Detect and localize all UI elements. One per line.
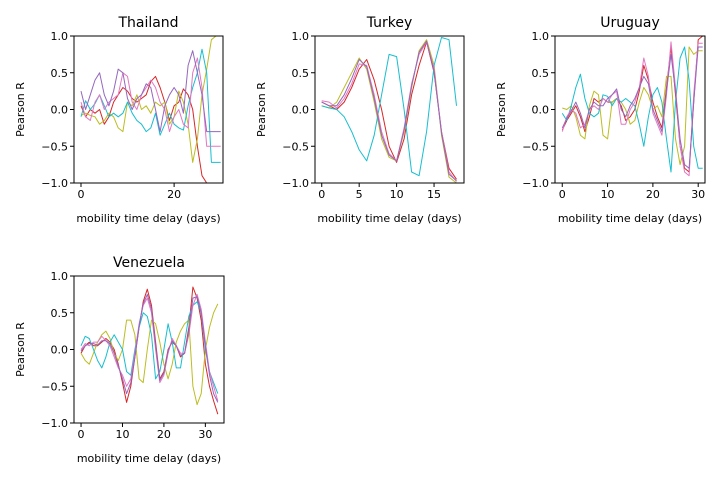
y-tick-label: 1.0: [51, 30, 69, 43]
subplot-title: Turkey: [366, 15, 413, 31]
y-axis-label: Pearson R: [14, 322, 27, 377]
x-axis-label: mobility time delay (days): [77, 452, 221, 465]
x-tick-label: 0: [77, 188, 84, 201]
series-group: [80, 286, 219, 415]
series-line-4: [561, 46, 703, 169]
y-tick-label: 0.0: [292, 104, 310, 117]
subplot-title: Venezuela: [113, 255, 185, 271]
x-tick-label: 20: [167, 188, 181, 201]
x-tick-label: 20: [646, 188, 660, 201]
subplot-thailand: 0 20 −1.0 −0.5 0.0 0.5 1.0 Thailand mobility …: [14, 15, 224, 225]
series-line-2: [80, 301, 219, 394]
y-tick-label: 0.5: [532, 67, 550, 80]
x-tick-label: 30: [198, 428, 212, 441]
y-tick-label: 1.0: [532, 30, 550, 43]
x-axis-label: mobility time delay (days): [558, 212, 702, 225]
y-ticks: −1.0 −0.5 0.0 0.5 1.0: [282, 30, 315, 190]
x-ticks: 0 10 20 30: [559, 183, 705, 201]
series-line-4: [80, 293, 219, 403]
series-line-4: [80, 50, 221, 133]
series-line-3: [80, 57, 221, 147]
y-axis-label: Pearson R: [255, 82, 268, 137]
x-tick-label: 10: [115, 428, 129, 441]
x-ticks: 0 10 20 30: [78, 423, 212, 441]
series-line-1: [80, 303, 219, 406]
series-line-3: [321, 41, 457, 182]
x-ticks: 0 5 10 15: [318, 183, 441, 201]
series-line-4: [321, 40, 457, 182]
y-tick-label: 1.0: [292, 30, 310, 43]
series-group: [80, 36, 221, 183]
y-tick-label: −1.0: [41, 177, 68, 190]
x-tick-label: 0: [318, 188, 325, 201]
x-tick-label: 20: [157, 428, 171, 441]
y-axis-label: Pearson R: [14, 82, 27, 137]
y-axis-label: Pearson R: [495, 82, 508, 137]
y-tick-label: −1.0: [41, 417, 68, 430]
y-tick-label: 0.0: [51, 344, 69, 357]
series-group: [561, 36, 704, 177]
series-line-3: [80, 293, 219, 402]
series-group: [321, 37, 457, 183]
subplot-turkey: 0 5 10 15 −1.0 −0.5 0.0 0.5 1.0 Turkey mobility…: [255, 15, 465, 225]
y-ticks: −1.0 −0.5 0.0 0.5 1.0: [522, 30, 555, 190]
y-tick-label: −0.5: [282, 140, 309, 153]
series-line-0: [80, 75, 221, 183]
y-ticks: −1.0 −0.5 0.0 0.5 1.0: [41, 30, 74, 190]
y-ticks: −1.0 −0.5 0.0 0.5 1.0: [41, 270, 74, 430]
y-tick-label: −0.5: [41, 140, 68, 153]
y-tick-label: −0.5: [41, 380, 68, 393]
series-line-2: [561, 46, 703, 173]
series-line-1: [80, 36, 221, 163]
subplot-title: Uruguay: [600, 15, 660, 31]
subplot-title: Thailand: [117, 15, 178, 31]
x-ticks: 0 20: [77, 183, 181, 201]
x-tick-label: 5: [356, 188, 363, 201]
y-tick-label: −1.0: [282, 177, 309, 190]
x-axis-label: mobility time delay (days): [76, 212, 220, 225]
x-axis-label: mobility time delay (days): [317, 212, 461, 225]
y-tick-label: 0.5: [51, 307, 69, 320]
subplot-uruguay: 0 10 20 30 −1.0 −0.5 0.0 0.5 1.0 Uruguay mobili…: [495, 15, 706, 225]
x-tick-label: 0: [559, 188, 566, 201]
x-tick-label: 30: [691, 188, 705, 201]
x-tick-label: 0: [78, 428, 85, 441]
y-tick-label: 1.0: [51, 270, 69, 283]
y-tick-label: −0.5: [522, 140, 549, 153]
y-tick-label: 0.0: [532, 104, 550, 117]
y-tick-label: 0.5: [51, 67, 69, 80]
y-tick-label: 0.5: [292, 67, 310, 80]
y-tick-label: −1.0: [522, 177, 549, 190]
series-line-1: [562, 46, 703, 166]
y-tick-label: 0.0: [51, 104, 69, 117]
x-tick-label: 10: [601, 188, 615, 201]
x-tick-label: 10: [390, 188, 404, 201]
series-line-2: [321, 37, 457, 177]
subplot-venezuela: 0 10 20 30 −1.0 −0.5 0.0 0.5 1.0 Venezuela mobi…: [14, 255, 225, 465]
x-tick-label: 15: [427, 188, 441, 201]
series-line-3: [561, 41, 703, 177]
